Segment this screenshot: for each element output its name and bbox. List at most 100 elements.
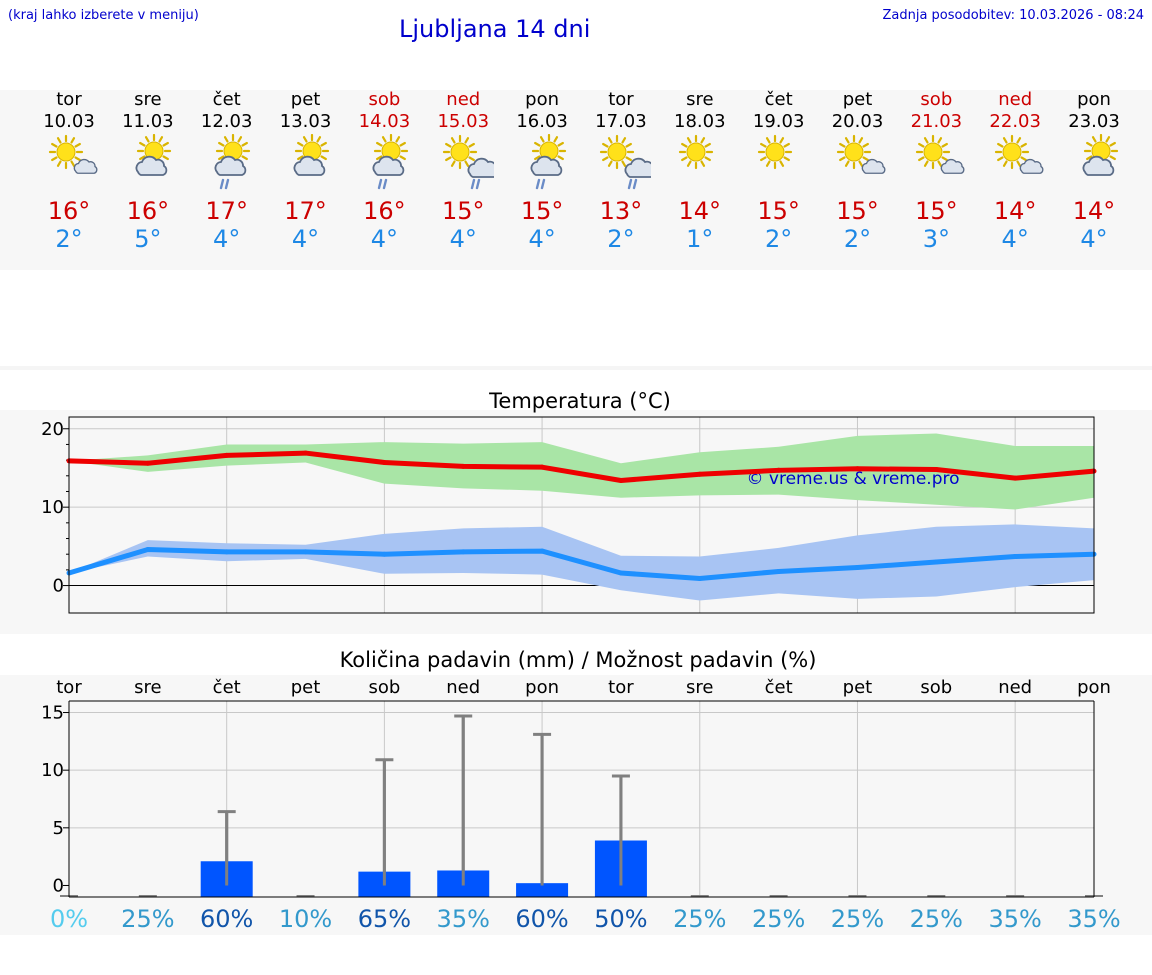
max-temperature-point xyxy=(776,467,782,473)
min-temperature-point xyxy=(224,549,230,555)
day-name: ned xyxy=(446,89,481,110)
last-updated: Zadnja posodobitev: 10.03.2026 - 08:24 xyxy=(882,8,1144,23)
precipitation-y-tick-label: 10 xyxy=(41,760,64,781)
precipitation-probability: 60% xyxy=(515,905,568,933)
precipitation-day-label: sre xyxy=(134,677,161,698)
precipitation-day-label: tor xyxy=(608,677,634,698)
precipitation-y-tick-label: 5 xyxy=(53,818,64,839)
day-date: 13.03 xyxy=(279,111,332,132)
temperature-chart-title: Temperatura (°C) xyxy=(488,389,671,413)
precipitation-probability: 35% xyxy=(988,905,1041,933)
day-date: 10.03 xyxy=(43,111,95,132)
precipitation-day-label: sob xyxy=(920,677,952,698)
sun-cloud-icon xyxy=(44,134,100,190)
spacer-panel xyxy=(0,366,1152,370)
precipitation-probability: 25% xyxy=(910,905,963,933)
min-temperature: 2° xyxy=(843,225,872,253)
precipitation-probability: 35% xyxy=(1067,905,1120,933)
cloud-sun-icon xyxy=(122,133,178,190)
day-date: 21.03 xyxy=(910,111,963,132)
watermark: © vreme.us & vreme.pro xyxy=(746,469,959,489)
day-date: 19.03 xyxy=(752,111,805,132)
daily-forecast-panel: tor 10.03 16° 2° sre 11.03 16° 5° čet 12.03 17°… xyxy=(0,90,1152,270)
min-temperature: 2° xyxy=(607,225,635,253)
day-date: 12.03 xyxy=(200,111,253,132)
sun-icon xyxy=(753,134,809,190)
day-name: pon xyxy=(1077,89,1111,110)
max-temperature: 15° xyxy=(915,197,958,225)
cloud-sun-rain-icon xyxy=(359,133,415,190)
max-temperature-point xyxy=(224,452,230,458)
precipitation-probability: 25% xyxy=(831,905,884,933)
max-temperature-point xyxy=(697,471,703,477)
min-temperature: 4° xyxy=(370,225,399,253)
min-temperature-point xyxy=(303,549,309,555)
sun-cloud-icon xyxy=(832,134,888,190)
min-temperature: 3° xyxy=(922,225,950,253)
max-temperature: 17° xyxy=(205,197,248,225)
max-temperature: 16° xyxy=(363,197,406,225)
day-date: 11.03 xyxy=(122,111,174,132)
precipitation-day-label: pon xyxy=(1077,677,1111,698)
precipitation-probability: 35% xyxy=(437,905,490,933)
precipitation-probability: 10% xyxy=(279,905,332,933)
max-temperature-point xyxy=(1012,475,1018,481)
precipitation-y-tick-label: 0 xyxy=(53,875,64,896)
sun-cloud-icon xyxy=(911,134,967,190)
min-temperature: 2° xyxy=(55,225,83,253)
temperature-y-tick-label: 10 xyxy=(41,497,64,518)
max-temperature-line xyxy=(68,450,1095,484)
day-date: 20.03 xyxy=(831,111,884,132)
max-temperature-point xyxy=(303,450,309,456)
day-date: 14.03 xyxy=(358,111,411,132)
precipitation-probability: 25% xyxy=(121,905,174,933)
min-temperature-point xyxy=(933,559,939,565)
precipitation-probability: 60% xyxy=(200,905,253,933)
day-date: 17.03 xyxy=(595,111,647,132)
precipitation-day-label: čet xyxy=(765,677,793,698)
sun-cloud-icon xyxy=(990,134,1046,190)
cloud-sun-rain-icon xyxy=(517,133,573,190)
max-temperature: 14° xyxy=(678,197,722,225)
max-temperature-point xyxy=(145,460,151,466)
day-name: čet xyxy=(764,89,793,110)
max-temperature-point xyxy=(381,459,387,465)
day-date: 18.03 xyxy=(674,111,726,132)
precipitation-y-tick-label: 15 xyxy=(41,703,64,724)
precipitation-day-label: ned xyxy=(998,677,1032,698)
max-temperature: 15° xyxy=(441,197,485,225)
day-date: 23.03 xyxy=(1068,111,1120,132)
precipitation-probability: 0% xyxy=(50,905,88,933)
max-temperature-point xyxy=(460,463,466,469)
max-temperature: 16° xyxy=(47,197,91,225)
temperature-y-tick-label: 20 xyxy=(41,419,64,440)
max-temperature: 13° xyxy=(599,197,643,225)
min-temperature: 5° xyxy=(134,225,162,253)
day-name: ned xyxy=(998,89,1033,110)
precipitation-day-label: sob xyxy=(368,677,400,698)
max-temperature: 15° xyxy=(520,197,564,225)
max-temperature-point xyxy=(854,466,860,472)
day-name: pet xyxy=(842,89,873,110)
page-title: Ljubljana 14 dni xyxy=(399,15,591,43)
precipitation-day-label: sre xyxy=(686,677,713,698)
min-temperature-line xyxy=(68,546,1095,582)
precipitation-chart-title: Količina padavin (mm) / Možnost padavin … xyxy=(340,648,817,672)
cloud-sun-icon xyxy=(280,133,336,190)
temperature-plot-frame xyxy=(68,416,1095,614)
precipitation-probability: 50% xyxy=(594,905,647,933)
day-date: 15.03 xyxy=(437,111,490,132)
precipitation-day-label: ned xyxy=(446,677,480,698)
sun-icon xyxy=(674,134,730,190)
precipitation-day-label: pet xyxy=(843,677,873,698)
min-temperature-point xyxy=(1012,554,1018,560)
location-hint: (kraj lahko izberete v meniju) xyxy=(8,8,199,23)
day-name: sob xyxy=(368,89,401,110)
temperature-y-tick-label: 0 xyxy=(53,576,64,597)
precipitation-bar xyxy=(516,883,569,897)
max-temperature-point xyxy=(618,478,624,484)
max-temperature: 14° xyxy=(1072,197,1116,225)
precipitation-day-label: pon xyxy=(525,677,559,698)
precipitation-probability: 25% xyxy=(673,905,726,933)
